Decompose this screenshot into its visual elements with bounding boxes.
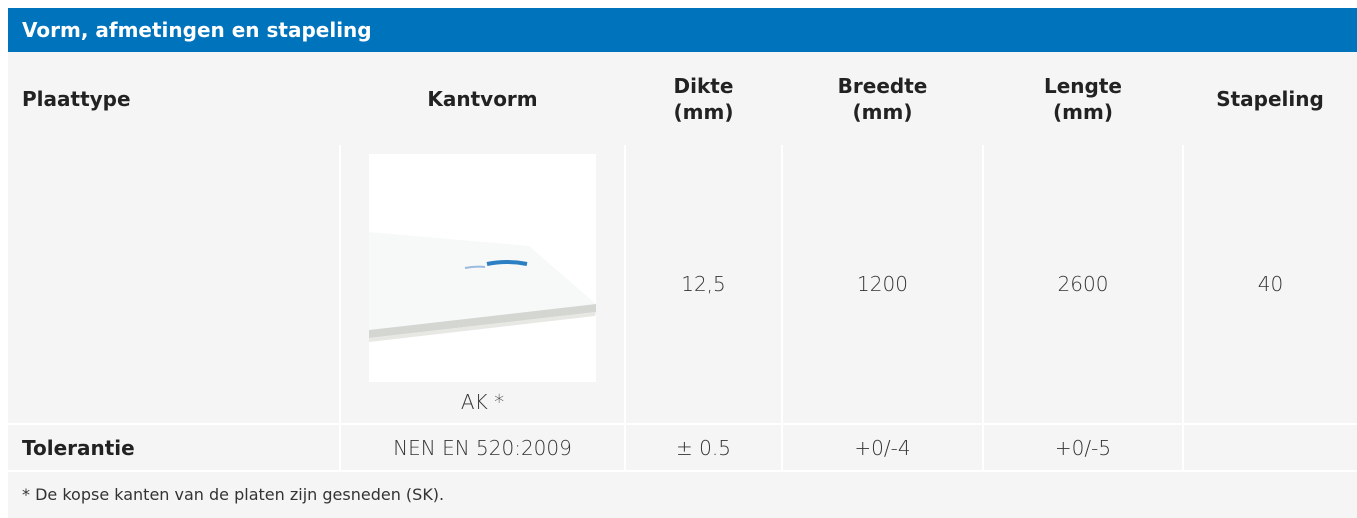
column-header: Kantvorm [340, 52, 625, 145]
column-header: Plaattype [8, 52, 340, 145]
cell: +0/-5 [983, 424, 1183, 470]
cell: 2600 [983, 145, 1183, 424]
cell: 40 [1183, 145, 1357, 424]
spec-panel: Vorm, afmetingen en stapeling Plaattype … [8, 8, 1357, 518]
panel-title: Vorm, afmetingen en stapeling [8, 8, 1357, 52]
cell [8, 145, 340, 424]
edge-cell: AK * [340, 145, 625, 424]
page: {"header": {"title": "Vorm, afmetingen e… [0, 0, 1357, 518]
cell: +0/-4 [782, 424, 983, 470]
column-header: Lengte (mm) [983, 52, 1183, 145]
column-header: Stapeling [1183, 52, 1357, 145]
column-header: Dikte (mm) [625, 52, 782, 145]
footnote: * De kopse kanten van de platen zijn ges… [8, 470, 1357, 518]
product-row: AK * 12,5 1200 2600 40 [8, 145, 1357, 424]
tolerance-row: Tolerantie NEN EN 520:2009 ± 0.5 +0/-4 +… [8, 424, 1357, 470]
cell: NEN EN 520:2009 [340, 424, 625, 470]
cell: Tolerantie [8, 424, 340, 470]
header-row: Plaattype Kantvorm Dikte (mm) Breedte (m… [8, 52, 1357, 145]
column-header: Breedte (mm) [782, 52, 983, 145]
cell: ± 0.5 [625, 424, 782, 470]
cell: 12,5 [625, 145, 782, 424]
edge-label: AK * [461, 390, 504, 414]
cell: 1200 [782, 145, 983, 424]
board-image [369, 154, 596, 382]
cell [1183, 424, 1357, 470]
spec-table: Plaattype Kantvorm Dikte (mm) Breedte (m… [8, 52, 1357, 470]
